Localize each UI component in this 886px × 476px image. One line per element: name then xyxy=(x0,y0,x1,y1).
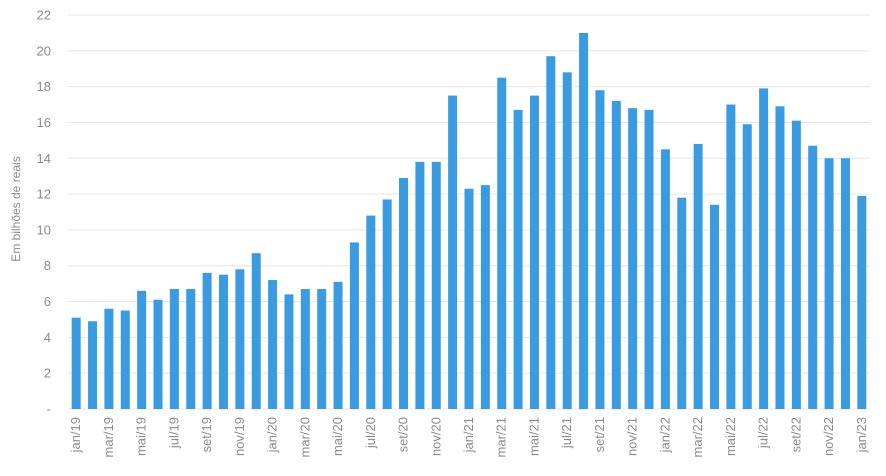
bar xyxy=(366,215,376,409)
bar xyxy=(579,32,589,410)
x-tick-label: mar/21 xyxy=(494,417,509,457)
x-axis-ticks: jan/19 mar/19 mai/19 jul/19 set/19 nov/19 jan/… xyxy=(68,417,869,457)
bar xyxy=(218,274,228,409)
x-tick-label: mai/20 xyxy=(330,417,345,456)
bar xyxy=(742,124,752,409)
bar xyxy=(840,158,850,409)
y-axis-title: Em bilhões de reais xyxy=(9,156,23,261)
bars xyxy=(71,32,867,410)
bar xyxy=(88,321,98,409)
x-tick-label: set/21 xyxy=(592,417,607,452)
x-tick-label: jul/20 xyxy=(363,417,378,449)
bar xyxy=(202,272,212,409)
y-tick-label: 20 xyxy=(37,43,51,58)
bar xyxy=(137,290,147,409)
x-tick-label: mai/21 xyxy=(526,417,541,456)
x-tick-label: set/19 xyxy=(199,417,214,452)
bar xyxy=(415,161,425,409)
x-tick-label: jan/22 xyxy=(657,417,672,453)
x-tick-label: mar/20 xyxy=(297,417,312,457)
bar xyxy=(300,289,310,409)
x-tick-label: nov/21 xyxy=(625,417,640,456)
bar xyxy=(677,197,687,409)
bar xyxy=(71,317,81,409)
bar xyxy=(775,106,785,409)
y-tick-label: 22 xyxy=(37,8,51,23)
bar xyxy=(431,161,441,409)
bar xyxy=(464,188,474,409)
y-tick-label: 14 xyxy=(37,151,51,166)
bar xyxy=(726,104,736,409)
y-tick-label: 2 xyxy=(44,366,51,381)
bar xyxy=(808,145,818,409)
x-tick-label: nov/20 xyxy=(428,417,443,456)
bar xyxy=(644,109,654,409)
bar xyxy=(120,310,130,409)
bar xyxy=(284,294,294,409)
bar xyxy=(611,100,621,410)
bar xyxy=(529,95,539,409)
bar xyxy=(349,242,359,409)
x-tick-label: jan/20 xyxy=(265,417,280,453)
bar xyxy=(235,269,245,409)
x-tick-label: jul/21 xyxy=(559,417,574,449)
bar xyxy=(317,289,327,409)
y-tick-label: 8 xyxy=(44,258,51,273)
bar xyxy=(710,204,720,409)
y-tick-label: 16 xyxy=(37,115,51,130)
y-axis-ticks: - 2 4 6 8 10 12 14 16 18 20 22 xyxy=(37,8,51,417)
bar xyxy=(513,109,523,409)
bar xyxy=(382,199,392,409)
bar xyxy=(333,281,343,409)
x-tick-label: mar/22 xyxy=(690,417,705,457)
y-tick-label: 18 xyxy=(37,79,51,94)
bar xyxy=(480,185,490,409)
bar xyxy=(791,120,801,409)
bar xyxy=(104,308,114,409)
x-tick-label: mai/22 xyxy=(723,417,738,456)
x-tick-label: jan/23 xyxy=(854,417,869,453)
bar xyxy=(824,158,834,409)
bar xyxy=(628,108,638,410)
x-tick-label: nov/19 xyxy=(232,417,247,456)
y-tick-label: - xyxy=(47,402,51,417)
bar xyxy=(562,72,572,410)
y-tick-label: 4 xyxy=(44,330,51,345)
x-tick-label: jan/21 xyxy=(461,417,476,453)
bar xyxy=(693,143,703,410)
bar xyxy=(186,289,196,409)
x-tick-label: jan/19 xyxy=(68,417,83,453)
bar xyxy=(268,280,278,409)
bar xyxy=(546,56,556,409)
x-tick-label: set/20 xyxy=(396,417,411,452)
bar xyxy=(595,90,605,409)
x-tick-label: nov/22 xyxy=(821,417,836,456)
y-tick-label: 12 xyxy=(37,187,51,202)
bar xyxy=(660,149,670,409)
bar xyxy=(857,195,867,409)
x-tick-label: jul/19 xyxy=(166,417,181,449)
bar xyxy=(399,177,409,409)
bar xyxy=(759,88,769,409)
bar xyxy=(497,77,507,409)
x-tick-label: set/22 xyxy=(788,417,803,452)
bar xyxy=(153,299,163,409)
y-tick-label: 6 xyxy=(44,294,51,309)
x-tick-label: jul/22 xyxy=(756,417,771,449)
bar xyxy=(251,253,261,409)
x-tick-label: mar/19 xyxy=(101,417,116,457)
bar xyxy=(448,95,458,409)
bar xyxy=(169,289,179,409)
x-tick-label: mai/19 xyxy=(134,417,149,456)
y-tick-label: 10 xyxy=(37,222,51,237)
